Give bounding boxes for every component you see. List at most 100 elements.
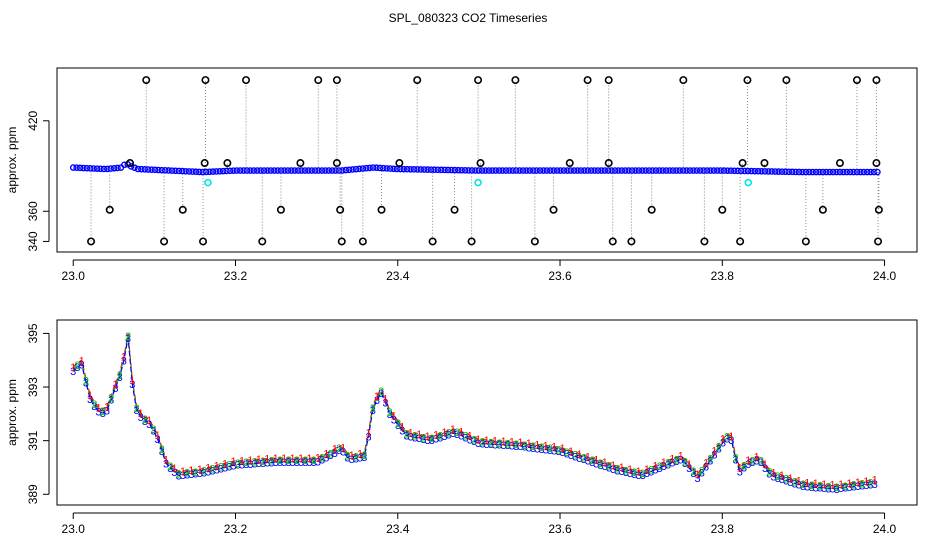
outlier-point	[583, 76, 592, 85]
series-marker-2: 2	[446, 428, 452, 440]
series-marker-3: 3	[817, 483, 823, 495]
series-marker-3: 3	[298, 457, 304, 469]
series-marker-3: 3	[408, 431, 414, 443]
series-marker-2: 2	[91, 399, 97, 411]
data-point	[492, 167, 500, 174]
data-point	[277, 167, 285, 174]
series-marker-3: 3	[429, 435, 435, 447]
series-marker-3: 3	[787, 477, 793, 489]
series-marker-2: 2	[808, 480, 814, 492]
data-point	[465, 167, 472, 174]
series-marker-2: 2	[471, 434, 477, 446]
series-marker-3: 3	[690, 468, 696, 480]
data-point	[601, 167, 609, 174]
data-point	[819, 168, 827, 176]
data-point	[669, 167, 677, 174]
series-marker-2: 2	[117, 370, 123, 382]
series-marker-1: 1	[652, 461, 658, 473]
series-marker-1: 1	[846, 478, 852, 490]
data-point	[386, 165, 394, 172]
series-marker-3: 3	[222, 462, 228, 474]
data-point	[485, 167, 493, 174]
series-marker-2: 2	[673, 454, 679, 466]
series-marker-2: 2	[690, 466, 696, 478]
data-point	[628, 167, 636, 174]
data-point	[80, 164, 87, 172]
series-marker-1: 1	[112, 379, 118, 391]
data-point	[727, 167, 735, 175]
series-marker-1: 1	[872, 475, 878, 487]
series-marker-3: 3	[703, 462, 709, 474]
series-marker-3: 3	[745, 459, 751, 471]
data-point	[519, 167, 527, 174]
series-marker-2: 2	[657, 461, 663, 473]
data-point	[768, 168, 776, 175]
data-point	[581, 167, 588, 174]
data-point	[574, 167, 581, 174]
series-marker-2: 2	[589, 455, 595, 467]
data-point	[499, 167, 506, 174]
series-marker-1: 1	[500, 436, 506, 448]
data-point	[805, 168, 813, 176]
data-point	[315, 167, 322, 174]
series-marker-2: 2	[74, 360, 80, 372]
series-marker-1: 1	[703, 458, 709, 470]
data-point	[441, 166, 448, 174]
series-marker-1: 1	[830, 480, 836, 492]
x-tick-label: 23.6	[548, 522, 572, 536]
series-marker-3: 3	[770, 471, 776, 483]
series-marker-1: 1	[95, 402, 101, 414]
series-marker-3: 3	[260, 458, 266, 470]
outlier-point	[199, 237, 208, 246]
data-point	[298, 167, 305, 174]
series-marker-2: 2	[479, 437, 485, 449]
series-marker-3: 3	[509, 441, 515, 453]
data-point	[649, 167, 656, 174]
series-marker-2: 2	[851, 480, 857, 492]
series-marker-3: 3	[484, 439, 490, 451]
data-point	[840, 168, 847, 176]
series-marker-3: 3	[673, 456, 679, 468]
data-point	[168, 167, 176, 174]
series-marker-3: 3	[315, 456, 321, 468]
series-marker-2: 2	[454, 427, 460, 439]
series-marker-2: 2	[522, 440, 528, 452]
data-point	[833, 168, 840, 176]
series-marker-3: 3	[661, 461, 667, 473]
series-marker-3: 3	[125, 333, 131, 345]
series-marker-3: 3	[576, 453, 582, 465]
data-point	[97, 165, 104, 173]
series-marker-3: 3	[821, 483, 827, 495]
data-point	[257, 167, 264, 174]
series-marker-3: 3	[294, 457, 300, 469]
series-marker-1: 1	[863, 476, 869, 488]
data-point	[526, 167, 534, 174]
series-marker-3: 3	[420, 434, 426, 446]
y-axis-label: approx. ppm	[5, 127, 19, 194]
series-marker-1: 1	[121, 351, 127, 363]
series-marker-3: 3	[530, 443, 536, 455]
data-point	[233, 167, 241, 174]
series-marker-3: 3	[602, 461, 608, 473]
series-marker-2: 2	[766, 466, 772, 478]
series-marker-3: 3	[623, 467, 629, 479]
series-marker-2: 2	[133, 403, 139, 415]
series-marker-3: 3	[572, 451, 578, 463]
data-point	[223, 167, 230, 175]
series-marker-2: 2	[311, 455, 317, 467]
series-marker-3: 3	[846, 482, 852, 494]
series-marker-1: 1	[239, 455, 245, 467]
series-marker-2: 2	[235, 458, 241, 470]
data-point	[523, 167, 530, 174]
series-marker-3: 3	[188, 469, 194, 481]
data-point	[434, 166, 442, 174]
series-marker-1: 1	[526, 438, 532, 450]
series-marker-3: 3	[243, 459, 249, 471]
series-marker-3: 3	[239, 459, 245, 471]
series-marker-1: 1	[543, 440, 549, 452]
outlier-point	[223, 159, 232, 168]
data-point	[158, 166, 166, 174]
outlier-point	[874, 237, 883, 246]
data-point	[83, 164, 91, 172]
series-marker-3: 3	[264, 458, 270, 470]
